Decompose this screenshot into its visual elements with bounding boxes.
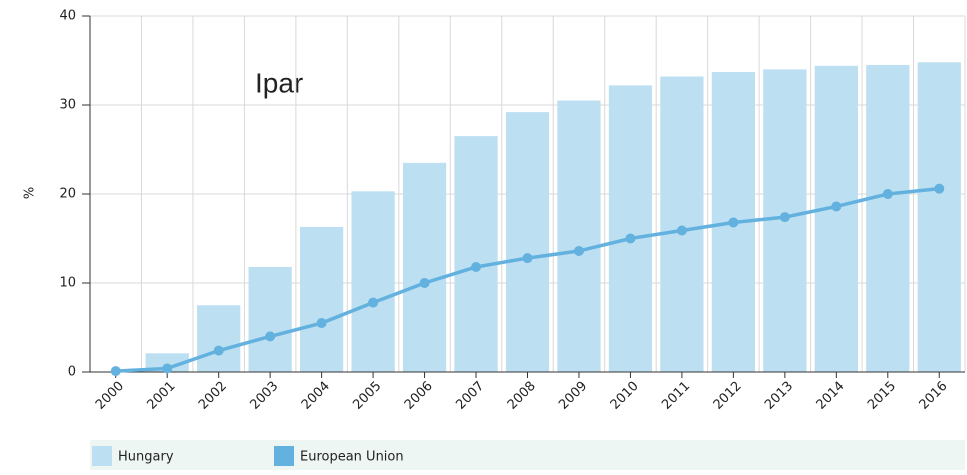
marker [522,253,533,264]
bar [454,136,498,372]
legend-label: Hungary [118,450,174,465]
x-tick-label: 2001 [145,379,179,413]
x-tick-label: 2012 [711,379,745,413]
x-tick-label: 2002 [196,379,230,413]
y-tick-label: 30 [59,98,76,113]
legend-swatch [92,446,112,466]
bar [351,191,395,372]
bar [814,65,858,372]
y-tick-label: 0 [68,365,76,380]
bar [917,62,961,372]
bar [248,266,292,372]
marker [265,331,276,342]
marker [316,318,327,329]
bar [300,226,344,372]
bar [866,64,910,372]
x-tick-label: 2016 [917,379,951,413]
bar [660,76,704,373]
marker [882,189,893,199]
x-tick-label: 2008 [505,379,539,413]
marker [573,245,584,256]
x-tick-label: 2013 [762,379,796,413]
y-tick-label: 20 [59,187,76,202]
marker [676,225,687,236]
marker [728,217,739,228]
x-tick-label: 2011 [659,379,693,413]
bar [608,85,653,373]
x-tick-label: 2015 [865,379,899,413]
bar [557,100,601,373]
x-tick-label: 2004 [299,379,333,413]
marker [368,297,379,308]
marker [831,201,842,212]
marker [213,345,224,356]
bar [505,112,550,373]
marker [934,183,945,194]
y-axis-label: % [23,187,38,199]
bar [197,305,241,372]
marker [779,212,790,223]
x-tick-label: 2005 [350,379,384,413]
marker [419,278,430,288]
marker [110,366,121,377]
chart-title: Ipar [255,67,303,98]
bar [402,162,447,372]
x-tick-label: 2006 [402,379,436,413]
marker [625,233,636,244]
legend-swatch [274,446,294,466]
x-tick-label: 2000 [93,379,127,413]
legend-label: European Union [300,450,404,465]
marker [471,261,482,272]
marker [162,363,173,374]
x-tick-label: 2007 [453,379,487,413]
x-tick-label: 2003 [247,379,281,413]
x-tick-label: 2010 [608,379,642,413]
legend-background [90,440,965,470]
y-tick-label: 40 [59,9,76,24]
x-tick-label: 2014 [814,379,848,413]
x-tick-label: 2009 [556,379,590,413]
y-tick-label: 10 [59,276,76,291]
